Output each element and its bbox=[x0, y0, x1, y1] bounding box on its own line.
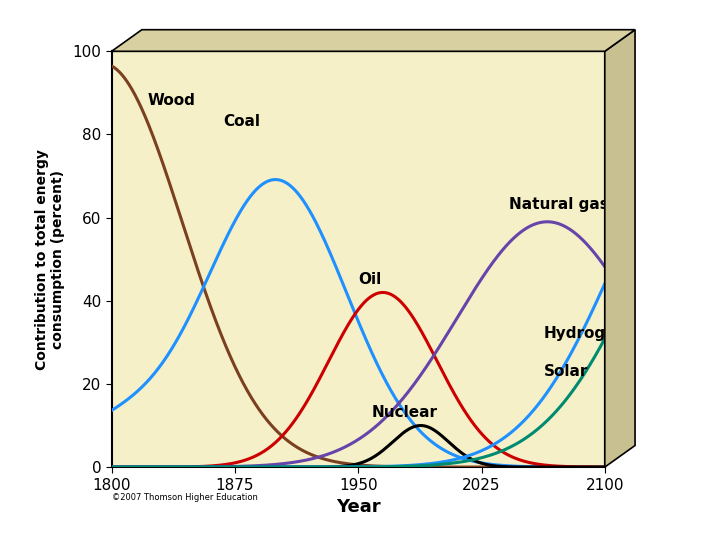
Text: Coal: Coal bbox=[223, 114, 261, 129]
X-axis label: Year: Year bbox=[336, 498, 380, 516]
Text: Oil: Oil bbox=[359, 272, 382, 287]
Y-axis label: Contribution to total energy
consumption (percent): Contribution to total energy consumption… bbox=[35, 148, 66, 370]
Text: ©2007 Thomson Higher Education: ©2007 Thomson Higher Education bbox=[112, 492, 258, 502]
Text: Nuclear: Nuclear bbox=[372, 405, 437, 420]
Text: Hydrogen: Hydrogen bbox=[544, 326, 627, 341]
Text: Wood: Wood bbox=[148, 93, 196, 109]
Text: Natural gas: Natural gas bbox=[510, 197, 609, 212]
Text: Solar: Solar bbox=[544, 363, 588, 379]
